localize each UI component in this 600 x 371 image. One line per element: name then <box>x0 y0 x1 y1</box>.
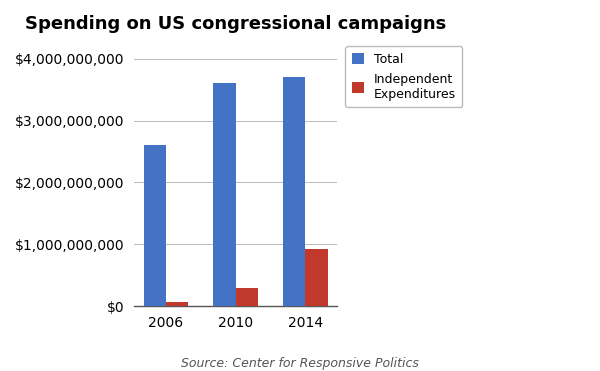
Text: Source: Center for Responsive Politics: Source: Center for Responsive Politics <box>181 357 419 370</box>
Bar <box>214 83 236 306</box>
Bar <box>143 145 166 306</box>
Title: Spending on US congressional campaigns: Spending on US congressional campaigns <box>25 15 446 33</box>
Bar <box>283 77 305 306</box>
Bar <box>305 249 328 306</box>
Legend: Total, Independent
Expenditures: Total, Independent Expenditures <box>345 46 463 107</box>
Bar <box>166 302 188 306</box>
Bar <box>236 288 258 306</box>
